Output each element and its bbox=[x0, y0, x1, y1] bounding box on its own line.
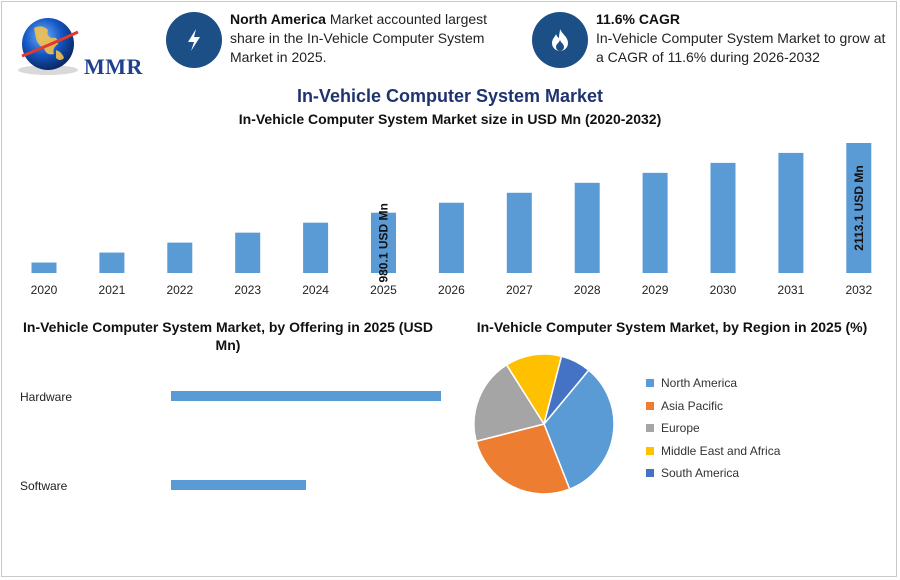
offering-bar-hardware bbox=[171, 391, 441, 401]
pie-slice-europe bbox=[473, 363, 546, 443]
callout-text: In-Vehicle Computer System Market to gro… bbox=[596, 30, 886, 65]
globe-icon bbox=[18, 18, 79, 75]
legend-label: Europe bbox=[661, 421, 700, 436]
pie-slice-north-america bbox=[543, 369, 615, 491]
lightning-icon bbox=[166, 12, 222, 68]
legend-label: Middle East and Africa bbox=[661, 443, 781, 458]
offering-bar-software bbox=[171, 480, 306, 490]
legend-item: Asia Pacific bbox=[646, 395, 780, 418]
bar-data-label: 980.1 USD Mn bbox=[377, 203, 391, 282]
bar-2031 bbox=[778, 152, 804, 273]
x-tick-label: 2020 bbox=[31, 283, 58, 297]
x-tick-label: 2025 bbox=[370, 283, 397, 297]
chart-main-title: In-Vehicle Computer System Market bbox=[296, 86, 604, 106]
legend-item: Europe bbox=[646, 417, 780, 440]
bar-2029 bbox=[642, 172, 668, 273]
bar-2032 bbox=[846, 143, 872, 273]
region-chart-title: In-Vehicle Computer System Market, by Re… bbox=[476, 319, 868, 335]
bar-2020 bbox=[31, 262, 57, 273]
bar-2026 bbox=[438, 202, 464, 273]
callout-bold: North America bbox=[230, 11, 326, 27]
legend-swatch bbox=[646, 379, 654, 388]
pie-slice-asia-pacific bbox=[475, 423, 571, 495]
bar-2030 bbox=[710, 162, 736, 273]
legend-item: North America bbox=[646, 372, 780, 395]
bar-2021 bbox=[99, 252, 125, 273]
x-tick-label: 2028 bbox=[574, 283, 601, 297]
offering-chart-title: In-Vehicle Computer System Market, by Of… bbox=[23, 319, 433, 353]
x-tick-label: 2032 bbox=[845, 283, 872, 297]
bar-2022 bbox=[167, 242, 193, 273]
x-tick-label: 2022 bbox=[166, 283, 193, 297]
market-size-bar-chart: 2020 2021 2022 2023 2024 2025 2026 2027 2028 2029… bbox=[31, 143, 872, 297]
callout-bold: 11.6% CAGR bbox=[596, 11, 681, 27]
x-tick-label: 2027 bbox=[506, 283, 533, 297]
offering-label: Software bbox=[20, 479, 68, 493]
legend-item: South America bbox=[646, 462, 780, 485]
legend-swatch bbox=[646, 424, 654, 433]
x-tick-label: 2023 bbox=[234, 283, 261, 297]
callout-text: Market accounted largest share in the In… bbox=[230, 11, 488, 65]
pie-slice-south-america bbox=[543, 355, 590, 425]
flame-icon bbox=[532, 12, 588, 68]
brand-logo: MMR bbox=[12, 14, 143, 79]
bar-2025 bbox=[371, 212, 396, 273]
logo-text: MMR bbox=[84, 54, 143, 79]
bar-2023 bbox=[235, 232, 261, 273]
bar-data-label: 2113.1 USD Mn bbox=[852, 165, 866, 250]
legend-swatch bbox=[646, 446, 654, 455]
legend-item: Middle East and Africa bbox=[646, 440, 780, 463]
region-pie-chart bbox=[473, 353, 615, 495]
legend-label: South America bbox=[661, 466, 740, 481]
legend-swatch bbox=[646, 401, 654, 410]
legend-label: Asia Pacific bbox=[661, 398, 724, 413]
x-tick-label: 2026 bbox=[438, 283, 465, 297]
chart-subtitle: In-Vehicle Computer System Market size i… bbox=[238, 111, 662, 127]
bar-2028 bbox=[574, 182, 600, 273]
x-tick-label: 2030 bbox=[710, 283, 737, 297]
legend-swatch bbox=[646, 469, 654, 478]
x-tick-label: 2024 bbox=[302, 283, 329, 297]
legend-label: North America bbox=[661, 376, 738, 391]
x-tick-label: 2021 bbox=[99, 283, 126, 297]
bar-2027 bbox=[506, 192, 532, 273]
x-tick-label: 2031 bbox=[778, 283, 805, 297]
offering-label: Hardware bbox=[20, 390, 73, 404]
x-tick-label: 2029 bbox=[642, 283, 669, 297]
bar-2024 bbox=[303, 222, 329, 273]
region-legend: North America Asia Pacific Europe Middle Ea… bbox=[646, 372, 780, 485]
